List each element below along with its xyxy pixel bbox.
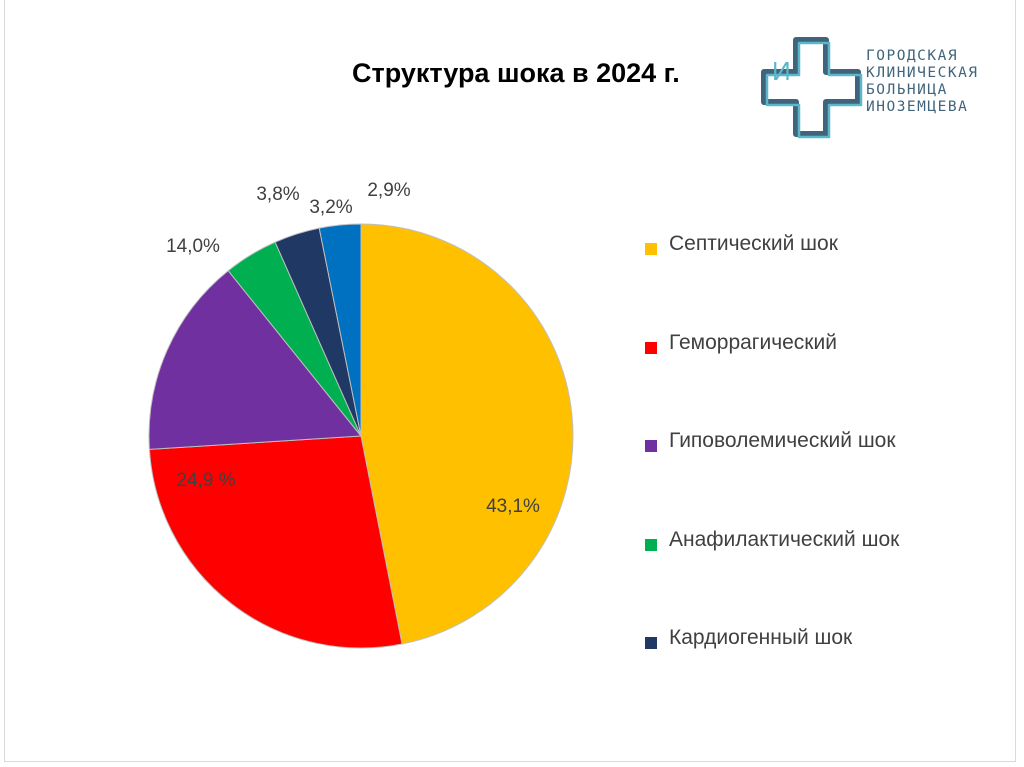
medical-cross-icon: И — [761, 37, 863, 139]
hospital-logo: И ГОРОДСКАЯ КЛИНИЧЕСКАЯ БОЛЬНИЦА ИНОЗЕМЦ… — [756, 34, 1006, 144]
legend-label: Кардиогенный шок — [669, 626, 853, 649]
logo-line: БОЛЬНИЦА — [866, 82, 948, 98]
data-label: 24,9 % — [176, 470, 235, 491]
data-label: 3,2% — [309, 197, 352, 218]
slice-hypovolemic — [148, 270, 362, 450]
logo-text: ГОРОДСКАЯ КЛИНИЧЕСКАЯ БОЛЬНИЦА ИНОЗЕМЦЕВ… — [866, 48, 979, 116]
slice-other — [318, 223, 362, 437]
legend-swatch — [645, 341, 657, 354]
legend-label: Геморрагический — [669, 330, 837, 354]
logo-line: КЛИНИЧЕСКАЯ — [866, 65, 979, 81]
legend-swatch — [645, 538, 657, 551]
slice-hemorrhagic — [148, 435, 403, 649]
data-label: 2,9% — [367, 180, 410, 201]
legend-swatch — [645, 440, 657, 452]
data-label: 3,8% — [256, 184, 299, 205]
chart-title: Структура шока в 2024 г. — [352, 58, 680, 88]
slice-septic — [360, 223, 574, 645]
data-label: 43,1% — [486, 496, 540, 517]
logo-line: ИНОЗЕМЦЕВА — [866, 99, 969, 115]
legend-label: Гиповолемический шок — [669, 429, 896, 452]
logo-letter: И — [772, 56, 791, 86]
logo-line: ГОРОДСКАЯ — [866, 48, 959, 64]
legend-label: Септический шок — [669, 232, 838, 255]
legend-label: Анафилактический шок — [669, 527, 900, 551]
data-label: 14,0% — [166, 236, 220, 257]
legend-swatch — [645, 637, 657, 649]
legend-swatch — [645, 243, 657, 255]
